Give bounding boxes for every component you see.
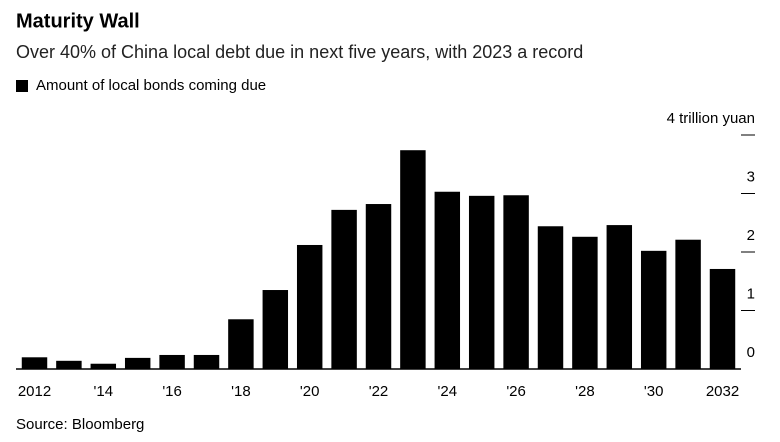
bar	[468, 195, 495, 369]
bar	[331, 209, 357, 369]
x-tick-label: '18	[231, 383, 251, 400]
bar	[228, 319, 254, 369]
bar	[675, 239, 701, 369]
legend-label: Amount of local bonds coming due	[36, 77, 266, 94]
x-tick-label: '16	[162, 383, 182, 400]
bar	[159, 354, 185, 369]
bar	[90, 363, 117, 369]
bar	[262, 290, 289, 369]
chart-subtitle: Over 40% of China local debt due in next…	[16, 42, 583, 62]
y-tick-label: 1	[747, 285, 755, 302]
x-tick-label: '24	[438, 383, 458, 400]
y-tick-label: 4 trillion yuan	[667, 110, 755, 127]
bar	[434, 191, 461, 369]
bar	[503, 195, 529, 369]
bar	[400, 150, 426, 369]
x-tick-label: '30	[644, 383, 664, 400]
bar	[709, 268, 736, 369]
x-tick-label: '20	[300, 383, 320, 400]
x-tick-label: 2032	[706, 383, 739, 400]
bar	[537, 226, 564, 369]
x-tick-label: '28	[575, 383, 595, 400]
y-tick-label: 2	[747, 227, 755, 244]
bar	[21, 357, 48, 369]
bar	[193, 354, 220, 369]
bar	[296, 244, 323, 369]
bar	[56, 360, 82, 369]
x-tick-label: 2012	[18, 383, 51, 400]
bar	[124, 357, 151, 369]
legend-swatch	[16, 80, 28, 92]
bar	[640, 250, 667, 369]
x-tick-label: '14	[94, 383, 114, 400]
bar	[365, 204, 392, 369]
x-tick-label: '26	[506, 383, 526, 400]
x-tick-label: '22	[369, 383, 389, 400]
bar	[572, 236, 598, 369]
source: Source: Bloomberg	[16, 416, 144, 433]
y-tick-label: 3	[747, 168, 755, 185]
y-tick-label: 0	[747, 344, 755, 361]
bar	[606, 225, 633, 369]
chart-title: Maturity Wall	[16, 10, 140, 32]
